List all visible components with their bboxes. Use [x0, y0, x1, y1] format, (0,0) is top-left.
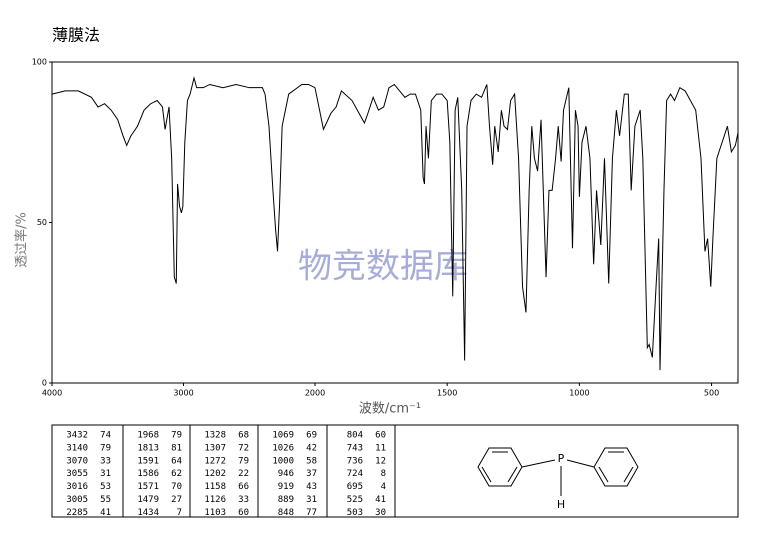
- bond: [481, 466, 492, 483]
- peak-wavenumber: 1434: [137, 508, 159, 518]
- peak-transmittance: 81: [171, 443, 182, 453]
- peak-wavenumber: 724: [347, 469, 363, 479]
- peak-wavenumber: 1000: [272, 456, 294, 466]
- peak-transmittance: 79: [100, 443, 111, 453]
- peak-transmittance: 58: [306, 456, 317, 466]
- spectrum-line: [314, 83, 739, 371]
- peak-wavenumber: 2285: [66, 508, 88, 518]
- plot-frame: [51, 61, 739, 384]
- peak-wavenumber: 1571: [137, 482, 159, 492]
- peak-transmittance: 27: [171, 495, 182, 505]
- peak-wavenumber: 946: [278, 469, 294, 479]
- watermark: 物竞数据库: [298, 247, 468, 287]
- peak-transmittance: 31: [100, 469, 111, 479]
- peak-transmittance: 22: [238, 469, 249, 479]
- x-axis-label: 波数/cm⁻¹: [359, 402, 421, 417]
- peak-wavenumber: 743: [347, 443, 363, 453]
- y-tick-label: 50: [37, 218, 47, 227]
- structure: [477, 447, 639, 496]
- peak-wavenumber: 1103: [204, 508, 226, 518]
- peak-wavenumber: 848: [278, 508, 294, 518]
- ring: [593, 447, 639, 487]
- peak-wavenumber: 3055: [66, 469, 88, 479]
- y-tick-label: 100: [32, 58, 47, 67]
- peak-transmittance: 41: [375, 495, 386, 505]
- peak-transmittance: 69: [306, 431, 317, 441]
- chart-title: 薄膜法: [52, 26, 100, 45]
- peak-transmittance: 79: [171, 431, 182, 441]
- peak-wavenumber: 3016: [66, 482, 88, 492]
- peak-wavenumber: 889: [278, 495, 294, 505]
- x-tick-label: 4000: [42, 389, 62, 398]
- peak-wavenumber: 1202: [204, 469, 226, 479]
- peak-transmittance: 74: [100, 431, 111, 441]
- spectrum-line: [51, 76, 316, 284]
- atom-label: P: [558, 452, 565, 465]
- peak-transmittance: 60: [238, 508, 249, 518]
- y-tick-label: 0: [42, 379, 47, 388]
- peak-transmittance: 41: [100, 508, 111, 518]
- atom-label: H: [557, 498, 565, 511]
- peak-transmittance: 33: [100, 456, 111, 466]
- peak-transmittance: 43: [306, 482, 317, 492]
- x-tick-label: 2000: [305, 389, 325, 398]
- peak-wavenumber: 1307: [204, 443, 226, 453]
- peak-transmittance: 68: [238, 431, 249, 441]
- peak-wavenumber: 1479: [137, 495, 159, 505]
- peak-transmittance: 53: [100, 482, 111, 492]
- peak-wavenumber: 1328: [204, 431, 226, 441]
- peak-wavenumber: 3005: [66, 495, 88, 505]
- peak-wavenumber: 525: [347, 495, 363, 505]
- peak-wavenumber: 695: [347, 482, 363, 492]
- peak-wavenumber: 919: [278, 482, 294, 492]
- peak-transmittance: 7: [177, 508, 182, 518]
- peak-transmittance: 42: [306, 443, 317, 453]
- bond: [507, 466, 518, 483]
- peak-wavenumber: 3070: [66, 456, 88, 466]
- bond: [521, 459, 556, 468]
- y-axis-label: 透过率/%: [14, 212, 30, 268]
- x-tick-label: 1500: [437, 389, 457, 398]
- peak-transmittance: 66: [238, 482, 249, 492]
- peak-transmittance: 30: [375, 508, 386, 518]
- peak-wavenumber: 1272: [204, 456, 226, 466]
- peak-transmittance: 60: [375, 431, 386, 441]
- peak-wavenumber: 804: [347, 431, 363, 441]
- peak-transmittance: 72: [238, 443, 249, 453]
- peak-wavenumber: 3432: [66, 431, 88, 441]
- peak-wavenumber: 1813: [137, 443, 159, 453]
- peak-transmittance: 37: [306, 469, 317, 479]
- peak-transmittance: 11: [375, 443, 386, 453]
- x-tick-label: 1000: [569, 389, 589, 398]
- ring: [477, 447, 523, 487]
- peak-transmittance: 62: [171, 469, 182, 479]
- x-tick-label: 500: [704, 389, 719, 398]
- peak-transmittance: 77: [306, 508, 317, 518]
- bond: [566, 459, 595, 468]
- peak-wavenumber: 3140: [66, 443, 88, 453]
- peak-transmittance: 33: [238, 495, 249, 505]
- x-tick-label: 3000: [173, 389, 193, 398]
- peak-transmittance: 31: [306, 495, 317, 505]
- peak-transmittance: 64: [171, 456, 182, 466]
- peak-transmittance: 4: [381, 482, 386, 492]
- peak-wavenumber: 736: [347, 456, 363, 466]
- peak-wavenumber: 1586: [137, 469, 159, 479]
- peak-wavenumber: 1591: [137, 456, 159, 466]
- peak-wavenumber: 1069: [272, 431, 294, 441]
- bond: [623, 466, 634, 483]
- peak-wavenumber: 1968: [137, 431, 159, 441]
- bond: [598, 466, 609, 483]
- peak-wavenumber: 1158: [204, 482, 226, 492]
- peak-transmittance: 55: [100, 495, 111, 505]
- peak-transmittance: 12: [375, 456, 386, 466]
- peak-wavenumber: 1126: [204, 495, 226, 505]
- peak-transmittance: 8: [381, 469, 386, 479]
- peak-transmittance: 70: [171, 482, 182, 492]
- peak-wavenumber: 1026: [272, 443, 294, 453]
- peak-wavenumber: 503: [347, 508, 363, 518]
- peak-transmittance: 79: [238, 456, 249, 466]
